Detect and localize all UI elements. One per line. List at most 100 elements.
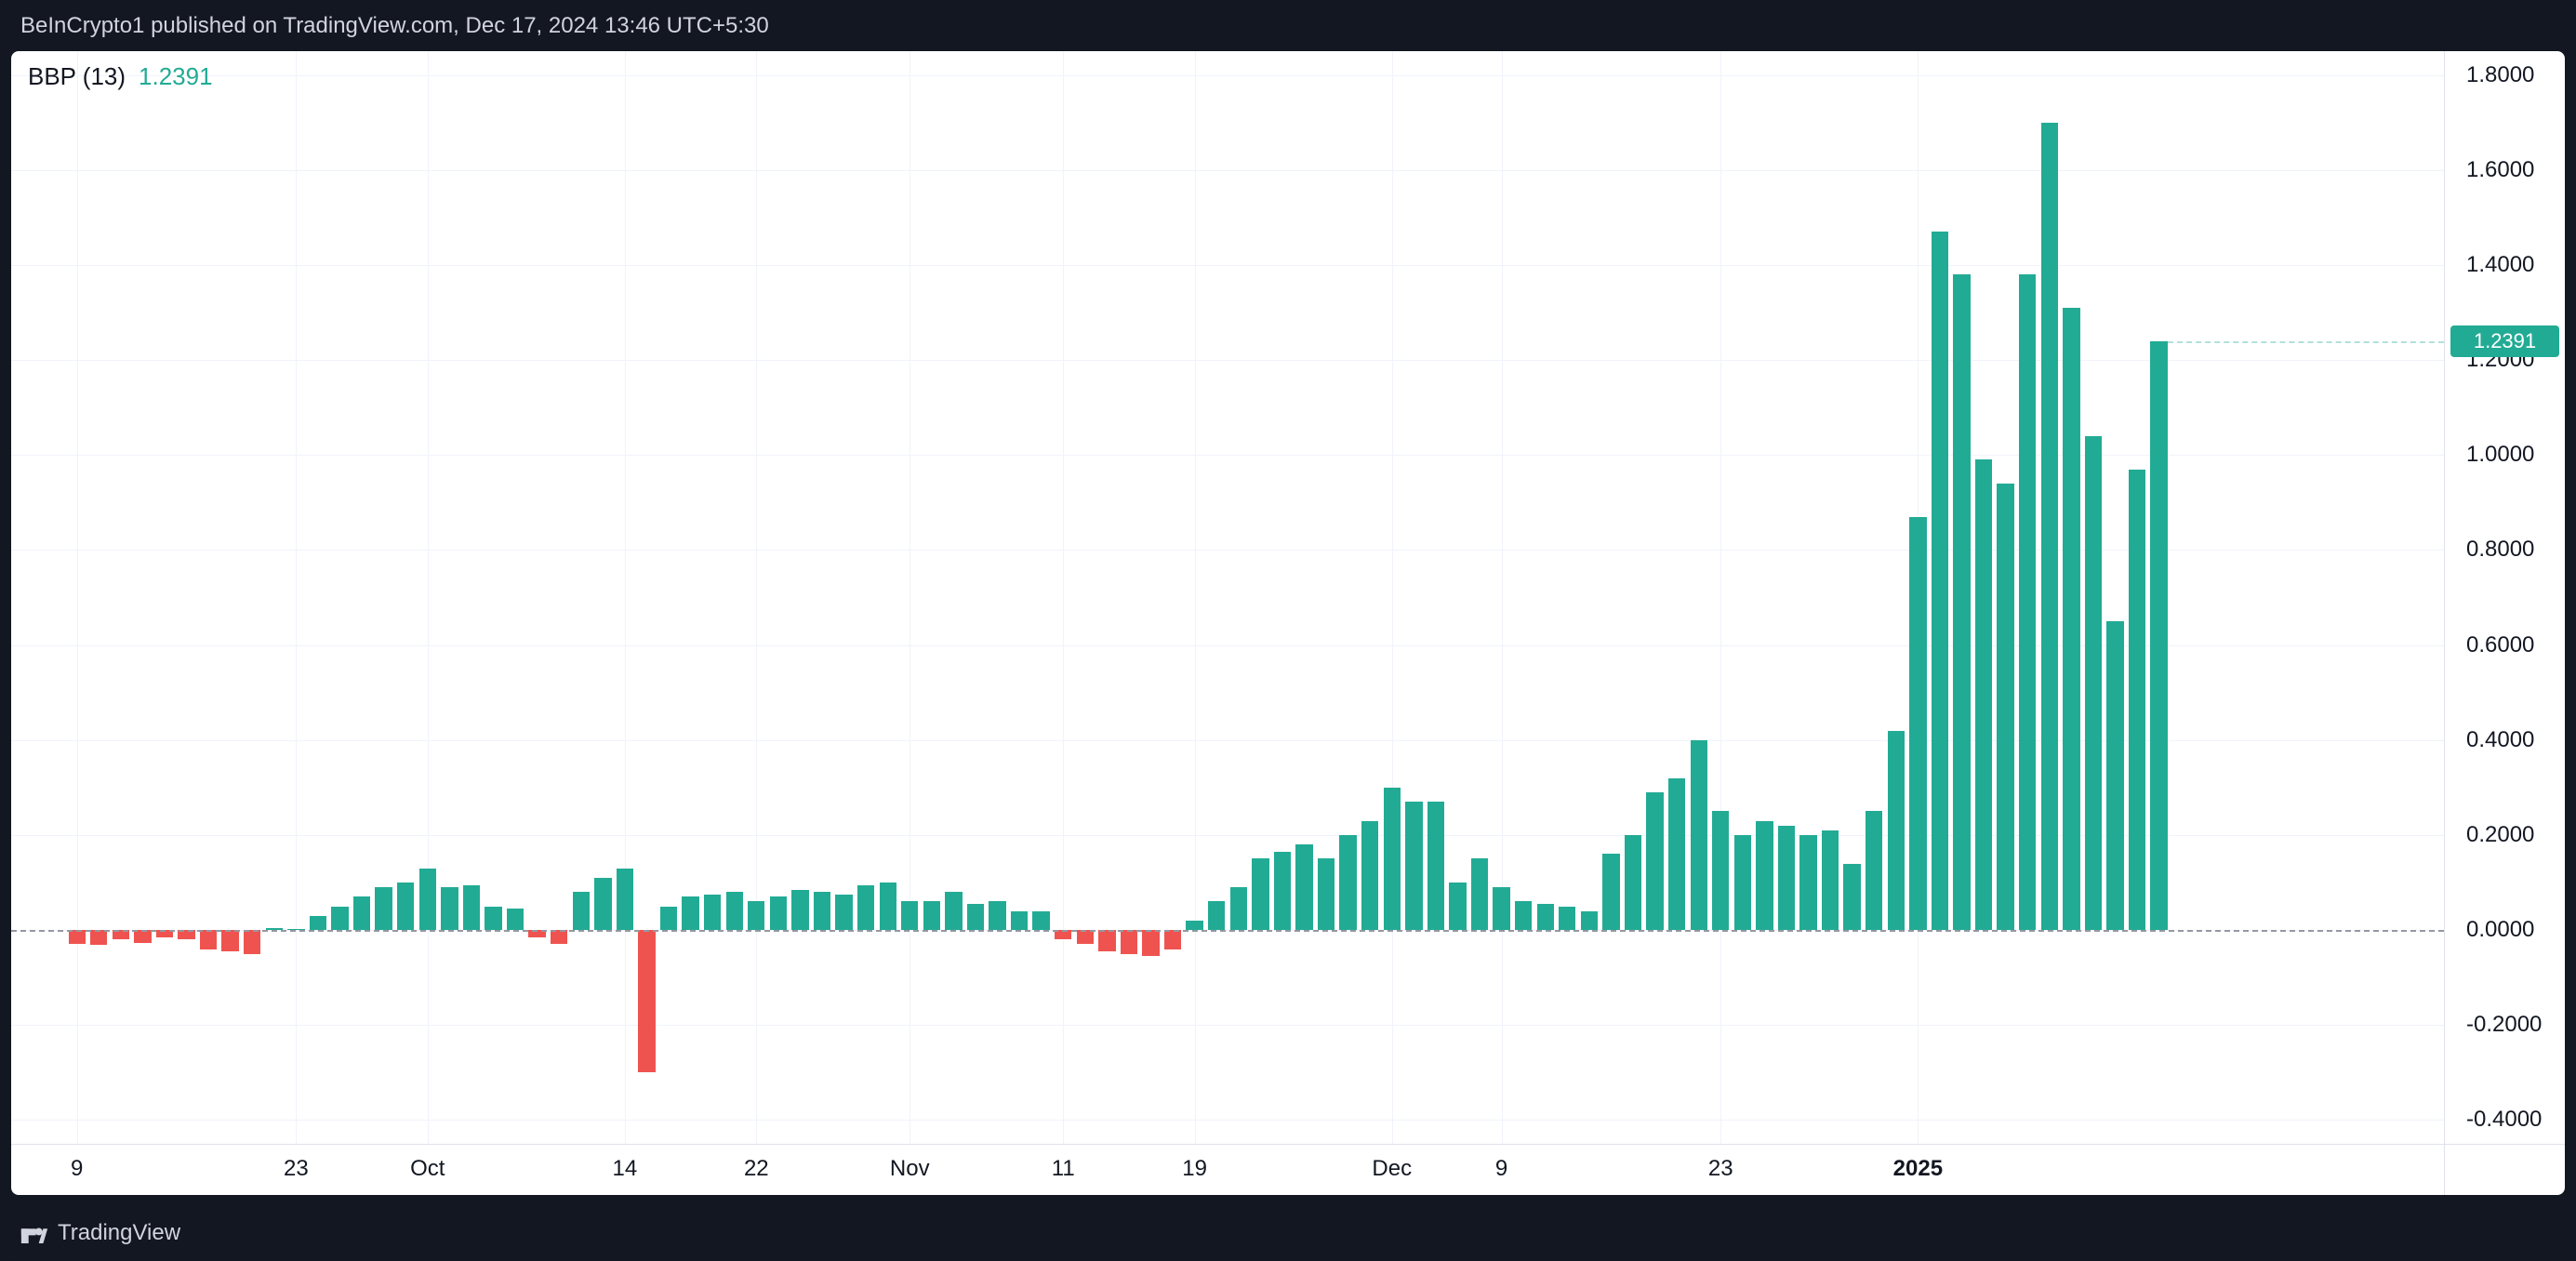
histogram-bar[interactable] (1318, 858, 1334, 930)
histogram-bar[interactable] (1691, 740, 1707, 930)
histogram-bar[interactable] (660, 907, 677, 931)
histogram-bar[interactable] (1142, 930, 1159, 956)
histogram-bar[interactable] (638, 930, 655, 1072)
histogram-bar[interactable] (1822, 830, 1839, 930)
histogram-bar[interactable] (397, 883, 414, 930)
indicator-legend[interactable]: BBP (13) 1.2391 (28, 62, 213, 91)
histogram-bar[interactable] (1734, 835, 1751, 930)
histogram-bar[interactable] (134, 930, 151, 943)
histogram-bar[interactable] (331, 907, 348, 931)
histogram-bar[interactable] (1646, 792, 1663, 930)
histogram-bar[interactable] (1274, 852, 1291, 930)
histogram-bar[interactable] (726, 892, 743, 930)
histogram-bar[interactable] (1866, 811, 1882, 930)
histogram-bar[interactable] (945, 892, 962, 930)
histogram-bar[interactable] (704, 895, 721, 930)
histogram-bar[interactable] (1909, 517, 1926, 930)
histogram-bar[interactable] (90, 930, 107, 945)
histogram-bar[interactable] (1405, 802, 1422, 930)
histogram-bar[interactable] (1625, 835, 1641, 930)
histogram-bar[interactable] (1537, 904, 1554, 930)
histogram-bar[interactable] (1712, 811, 1729, 930)
histogram-bar[interactable] (244, 930, 260, 954)
histogram-bar[interactable] (1208, 901, 1225, 930)
histogram-bar[interactable] (617, 869, 633, 930)
y-tick-label: 0.4000 (2453, 727, 2565, 753)
histogram-bar[interactable] (1121, 930, 1137, 954)
histogram-bar[interactable] (2041, 123, 2058, 930)
histogram-bar[interactable] (1098, 930, 1115, 951)
histogram-bar[interactable] (2063, 308, 2079, 930)
histogram-bar[interactable] (594, 878, 611, 930)
x-axis[interactable]: 923Oct1422Nov1119Dec9232025 (11, 1144, 2444, 1195)
histogram-bar[interactable] (791, 890, 808, 930)
histogram-bar[interactable] (1361, 821, 1378, 931)
brand-footer[interactable]: TradingView (20, 1220, 180, 1246)
histogram-bar[interactable] (375, 887, 392, 930)
histogram-bar[interactable] (1668, 778, 1685, 930)
histogram-bar[interactable] (1032, 911, 1049, 930)
histogram-bar[interactable] (901, 901, 918, 930)
histogram-bar[interactable] (1493, 887, 1509, 930)
histogram-bar[interactable] (1778, 826, 1795, 930)
histogram-bar[interactable] (1997, 484, 2013, 930)
histogram-bar[interactable] (463, 885, 480, 931)
histogram-bar[interactable] (441, 887, 458, 930)
histogram-bar[interactable] (748, 901, 764, 930)
histogram-bar[interactable] (1515, 901, 1532, 930)
histogram-bar[interactable] (69, 930, 86, 944)
histogram-bar[interactable] (573, 892, 590, 930)
histogram-bar[interactable] (1799, 835, 1816, 930)
histogram-bar[interactable] (989, 901, 1005, 930)
gridline-vertical (428, 51, 429, 1144)
histogram-bar[interactable] (1602, 854, 1619, 930)
chart-panel[interactable]: BBP (13) 1.2391 1.80001.60001.40001.2000… (11, 51, 2565, 1195)
histogram-bar[interactable] (1077, 930, 1094, 944)
histogram-bar[interactable] (835, 895, 852, 930)
histogram-bar[interactable] (857, 885, 874, 931)
gridline-vertical (1720, 51, 1721, 1144)
histogram-bar[interactable] (1186, 921, 1202, 930)
histogram-bar[interactable] (1230, 887, 1247, 930)
histogram-bar[interactable] (923, 901, 940, 930)
histogram-bar[interactable] (880, 883, 896, 930)
histogram-bar[interactable] (507, 909, 524, 930)
histogram-bar[interactable] (2019, 274, 2036, 930)
histogram-bar[interactable] (2085, 436, 2102, 930)
histogram-bar[interactable] (967, 904, 984, 930)
histogram-bar[interactable] (1384, 788, 1401, 930)
histogram-bar[interactable] (1427, 802, 1444, 930)
histogram-bar[interactable] (1888, 731, 1905, 931)
histogram-bar[interactable] (1295, 844, 1312, 930)
histogram-bar[interactable] (1581, 911, 1598, 930)
y-axis[interactable]: 1.80001.60001.40001.20001.00000.80000.60… (2444, 51, 2565, 1144)
gridline-vertical (1502, 51, 1503, 1144)
histogram-bar[interactable] (2150, 341, 2167, 930)
histogram-bar[interactable] (310, 916, 326, 930)
histogram-bar[interactable] (1339, 835, 1356, 930)
histogram-bar[interactable] (221, 930, 238, 951)
histogram-bar[interactable] (1471, 858, 1488, 930)
histogram-bar[interactable] (682, 896, 698, 930)
histogram-bar[interactable] (1164, 930, 1181, 949)
histogram-bar[interactable] (1843, 864, 1860, 931)
histogram-bar[interactable] (2106, 621, 2123, 930)
histogram-bar[interactable] (2129, 470, 2145, 931)
histogram-bar[interactable] (1559, 907, 1575, 931)
histogram-bar[interactable] (1252, 858, 1268, 930)
histogram-bar[interactable] (1011, 911, 1028, 930)
histogram-bar[interactable] (419, 869, 436, 930)
plot-area[interactable] (11, 51, 2444, 1144)
histogram-bar[interactable] (1756, 821, 1773, 931)
histogram-bar[interactable] (1953, 274, 1970, 930)
histogram-bar[interactable] (200, 930, 217, 949)
histogram-bar[interactable] (814, 892, 830, 930)
chart-container: BeInCrypto1 published on TradingView.com… (0, 0, 2576, 1261)
histogram-bar[interactable] (353, 896, 370, 930)
histogram-bar[interactable] (1449, 883, 1466, 930)
histogram-bar[interactable] (1932, 232, 1948, 930)
histogram-bar[interactable] (1975, 459, 1992, 930)
histogram-bar[interactable] (485, 907, 501, 931)
histogram-bar[interactable] (551, 930, 567, 944)
histogram-bar[interactable] (770, 896, 787, 930)
